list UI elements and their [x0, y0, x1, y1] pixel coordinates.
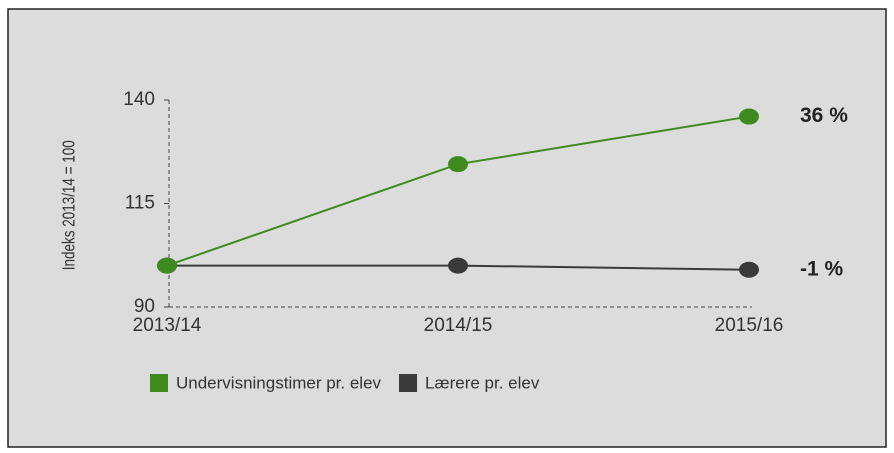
point: [448, 257, 468, 274]
end-label: -1 %: [800, 257, 844, 280]
end-label: 36 %: [800, 104, 848, 127]
x-tick-label: 2014/15: [424, 315, 493, 336]
point: [157, 257, 177, 274]
legend-label: Undervisningstimer pr. elev: [176, 373, 382, 392]
y-axis-label: Indeks 2013/14 = 100: [60, 140, 79, 270]
legend-label: Lærere pr. elev: [425, 373, 540, 392]
point: [739, 261, 759, 278]
legend-swatch: [399, 374, 418, 392]
point: [448, 156, 468, 173]
y-tick-label: 115: [125, 193, 155, 214]
legend-swatch: [150, 374, 168, 392]
x-tick-label: 2013/14: [133, 315, 202, 336]
point: [739, 108, 759, 125]
y-tick-label: 90: [134, 296, 155, 317]
y-tick-label: 140: [123, 89, 155, 110]
x-tick-label: 2015/16: [715, 315, 784, 336]
